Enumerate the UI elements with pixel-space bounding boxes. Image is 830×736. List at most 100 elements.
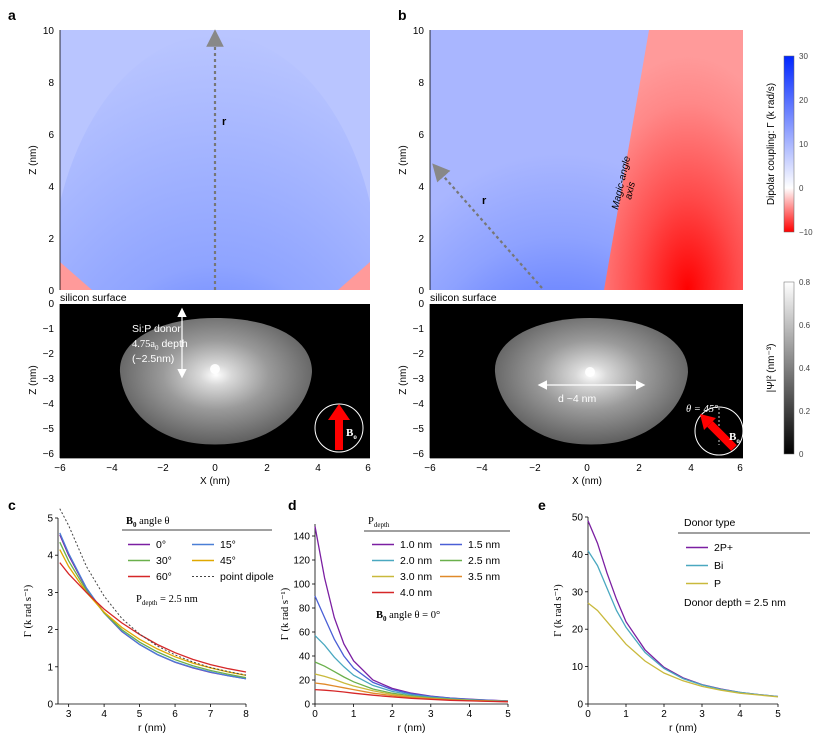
panel-b-xtick-m2: −2 xyxy=(529,463,541,474)
colorbar-top-tick-20: 20 xyxy=(799,96,808,105)
chart-d-xtick-label: 3 xyxy=(428,709,434,720)
panel-a-xtick-m4: −4 xyxy=(106,463,118,474)
panel-a-bot-ytick-5: −5 xyxy=(43,424,55,435)
chart-c-x-label: r (nm) xyxy=(138,722,166,734)
chart-c-y-label: Γ (k rad s⁻¹) xyxy=(23,584,34,637)
panel-c-annotation: Pdepth = 2.5 nm xyxy=(136,594,198,607)
panel-e-legend: Donor type 2P+ Bi P Donor depth = 2.5 nm xyxy=(678,517,810,609)
chart-d-legend-label-2: 2.0 nm xyxy=(400,555,432,567)
panel-c-legend-title: B0 angle θ xyxy=(126,516,170,529)
chart-d: 0 1 2 3 4 5 0 20 40 60 80 100 120 140 r (nm) Γ (k rad s… xyxy=(280,524,511,734)
panel-c-label: c xyxy=(8,497,16,513)
chart-e-xtick-label: 4 xyxy=(737,709,743,720)
panel-b-width-label: d ~4 nm xyxy=(558,393,596,405)
panel-a-donor-line2: 4.75a0 depth xyxy=(132,338,188,352)
panel-a-donor-line3: (~2.5nm) xyxy=(132,353,174,365)
colorbar-bottom-label: |Ψ|² (nm⁻³) xyxy=(766,344,777,393)
panel-b-bot-ytick-1: −1 xyxy=(413,324,425,335)
panel-b-field-arrow xyxy=(700,414,737,451)
panel-a-bot-ytick-3: −3 xyxy=(43,374,55,385)
panel-a-x-label: X (nm) xyxy=(200,476,230,487)
panel-a-bottom-y-label: Z (nm) xyxy=(28,365,39,394)
panel-a-xtick-m2: −2 xyxy=(157,463,169,474)
chart-c-legend-label-0: 0° xyxy=(156,539,166,551)
chart-d-xtick-label: 0 xyxy=(312,709,318,720)
colorbar-top-tick-0: 0 xyxy=(799,184,804,193)
chart-d-ytick-label: 40 xyxy=(299,652,311,663)
chart-d-xtick-label: 5 xyxy=(505,709,511,720)
chart-c-xtick-label: 3 xyxy=(66,709,72,720)
panel-a-top-y-label: Z (nm) xyxy=(28,145,39,174)
panel-b-label: b xyxy=(398,7,407,23)
chart-e-series-2 xyxy=(587,602,779,698)
chart-c-legend-label-1: 15° xyxy=(220,539,236,551)
chart-d-legend-label-6: 4.0 nm xyxy=(400,587,432,599)
chart-e-xtick-label: 2 xyxy=(661,709,667,720)
panel-a-xtick-4: 4 xyxy=(315,463,321,474)
panel-a-xtick-0: 0 xyxy=(212,463,218,474)
panel-a-top-ytick-4: 4 xyxy=(48,182,54,193)
panel-b-top-ytick-2: 2 xyxy=(418,234,424,245)
chart-c-series-5 xyxy=(59,508,247,676)
panel-b-top-ytick-6: 6 xyxy=(418,130,424,141)
chart-c-ytick-label: 0 xyxy=(47,700,53,711)
panel-b-theta-label: θ = 45° xyxy=(686,404,719,415)
panel-b-magic-line2: axis xyxy=(623,181,638,201)
chart-e-ytick-label: 10 xyxy=(572,662,584,673)
colorbar-bot-tick-08: 0.8 xyxy=(799,278,811,287)
colorbar-top-tick-m10: −10 xyxy=(799,228,813,237)
chart-e-series-1 xyxy=(587,550,779,698)
panel-a-red-corner-left xyxy=(60,262,92,290)
chart-c-xtick-label: 6 xyxy=(172,709,178,720)
panel-a-top-ytick-10: 10 xyxy=(43,26,55,37)
panel-b-bottom-axes: 0 −1 −2 −3 −4 −5 −6 −6 −4 −2 0 2 4 6 xyxy=(413,299,744,474)
panel-a-red-corner-right xyxy=(338,262,370,290)
colorbar-dipolar: 30 20 10 0 −10 xyxy=(783,52,813,237)
panel-a-top-ytick-8: 8 xyxy=(48,78,54,89)
colorbar-bot-tick-0: 0 xyxy=(799,450,804,459)
chart-d-legend-label-4: 3.0 nm xyxy=(400,571,432,583)
chart-d-x-label: r (nm) xyxy=(398,722,426,734)
panel-b-bot-ytick-4: −4 xyxy=(413,399,425,410)
panel-b-top-y-axis: 0 2 4 6 8 10 xyxy=(413,26,431,297)
chart-d-ytick-label: 80 xyxy=(299,604,311,615)
chart-d-ytick-label: 100 xyxy=(293,580,310,591)
panel-e-label: e xyxy=(538,497,546,513)
chart-c-legend-label-5: point dipole xyxy=(220,571,274,583)
panel-a-bot-ytick-2: −2 xyxy=(43,349,55,360)
panel-b-xtick-2: 2 xyxy=(636,463,642,474)
chart-e-xtick-label: 1 xyxy=(623,709,629,720)
chart-e-ytick-label: 40 xyxy=(572,550,584,561)
chart-e-ytick-label: 30 xyxy=(572,587,584,598)
chart-c-legend-label-4: 60° xyxy=(156,571,172,583)
chart-d-y-label: Γ (k rad s⁻¹) xyxy=(280,587,291,640)
panel-b-bot-ytick-6: −6 xyxy=(413,449,425,460)
chart-e-ytick-label: 50 xyxy=(572,513,584,524)
panel-e-legend-title: Donor type xyxy=(684,517,736,529)
chart-c-xtick-label: 5 xyxy=(137,709,143,720)
chart-c-ytick-label: 5 xyxy=(47,514,53,525)
panel-b-field-label: Bo xyxy=(729,431,740,445)
panel-b-bot-ytick-0: 0 xyxy=(418,299,424,310)
chart-d-ytick-label: 20 xyxy=(299,676,311,687)
chart-e-legend-label-2: P xyxy=(714,578,721,590)
chart-d-legend-label-5: 3.5 nm xyxy=(468,571,500,583)
panel-b-xtick-0: 0 xyxy=(584,463,590,474)
chart-d-xtick-label: 1 xyxy=(351,709,357,720)
chart-d-legend-label-0: 1.0 nm xyxy=(400,539,432,551)
chart-e-ytick-label: 0 xyxy=(577,700,583,711)
panel-a-bot-ytick-4: −4 xyxy=(43,399,55,410)
panel-d-legend: Pdepth 1.0 nm 1.5 nm 2.0 nm 2.5 nm 3.0 nm 3.5… xyxy=(364,516,510,623)
panel-b-r-label: r xyxy=(482,195,487,207)
colorbar-top-tick-10: 10 xyxy=(799,140,808,149)
panel-a-surface-label: silicon surface xyxy=(60,292,127,304)
panel-b-xtick-4: 4 xyxy=(688,463,694,474)
chart-d-xtick-label: 2 xyxy=(389,709,395,720)
panel-b-wavefunction-map xyxy=(430,304,743,458)
panel-a-donor-cloud xyxy=(119,318,312,445)
chart-d-ytick-label: 120 xyxy=(293,556,310,567)
panel-a-top-ytick-2: 2 xyxy=(48,234,54,245)
panel-b-top-ytick-8: 8 xyxy=(418,78,424,89)
